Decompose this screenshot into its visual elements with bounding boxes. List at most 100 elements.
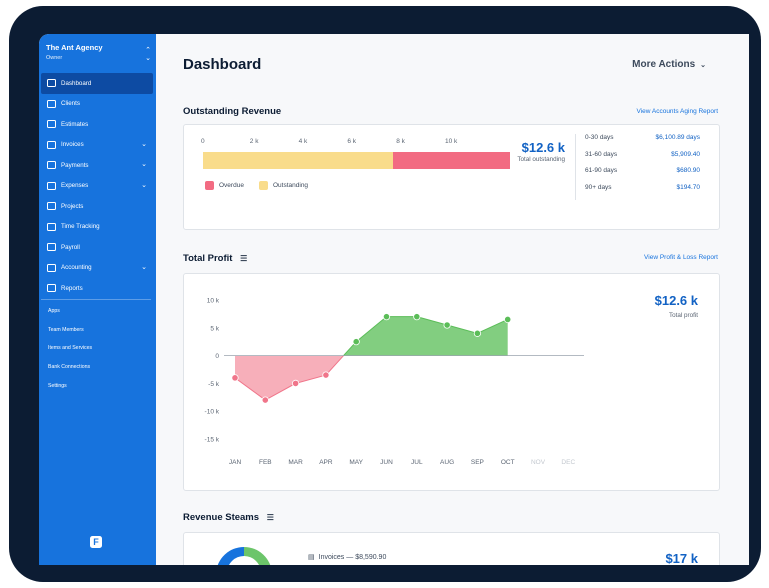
y-tick-label: 0	[215, 353, 219, 360]
donut-hole	[229, 556, 259, 565]
overdue-swatch	[205, 181, 214, 190]
positive-profit-area	[343, 316, 508, 356]
sidebar-item-time-tracking[interactable]: Time Tracking	[41, 217, 153, 238]
aging-value: $5,909.40	[671, 150, 700, 158]
reports-icon	[47, 284, 56, 293]
outstanding-bar[interactable]	[203, 152, 394, 169]
chevron-down-icon: ⌄	[700, 62, 706, 69]
sidebar-item-reports[interactable]: Reports	[41, 278, 153, 299]
sidebar-item-label: Dashboard	[61, 79, 92, 87]
revenue-steams-card: ▤ Invoices — $8,590.90 $17 k	[183, 532, 720, 565]
company-switcher[interactable]: The Ant Agency Owner ⌃ ⌄	[46, 43, 151, 62]
x-tick-label: AUG	[440, 459, 454, 466]
chevron-down-icon: ⌄	[141, 181, 147, 189]
app-screen: The Ant Agency Owner ⌃ ⌄ Dashboard Clients…	[39, 34, 749, 565]
switch-chevrons-icon: ⌃ ⌄	[145, 47, 151, 62]
sidebar-item-label: Time Tracking	[61, 223, 100, 231]
y-tick-label: -15 k	[205, 437, 220, 444]
data-point-jan	[231, 374, 239, 382]
steams-title-text: Revenue Steams	[183, 512, 260, 523]
sidebar-item-payroll[interactable]: Payroll	[41, 237, 153, 258]
data-point-jun	[382, 313, 391, 321]
sidebar-link-team-members[interactable]: Team Members	[48, 326, 84, 333]
total-outstanding-label: Total outstanding	[517, 156, 565, 163]
sidebar-item-estimates[interactable]: Estimates	[41, 114, 153, 135]
aging-report-link[interactable]: View Accounts Aging Report	[636, 108, 718, 115]
sidebar: The Ant Agency Owner ⌃ ⌄ Dashboard Clients…	[39, 34, 156, 565]
sidebar-link-apps[interactable]: Apps	[48, 308, 60, 315]
clients-icon	[47, 99, 56, 108]
company-name: The Ant Agency	[46, 43, 103, 52]
y-tick-label: 5 k	[210, 325, 219, 332]
sidebar-item-label: Accounting	[61, 264, 92, 272]
profit-loss-report-link[interactable]: View Profit & Loss Report	[644, 254, 718, 261]
invoices-icon	[47, 140, 56, 149]
legend-overdue: Overdue	[205, 181, 244, 190]
user-role: Owner	[46, 55, 63, 61]
sidebar-link-items-and-services[interactable]: Items and Services	[48, 345, 93, 352]
sidebar-item-clients[interactable]: Clients	[41, 94, 153, 115]
sidebar-item-accounting[interactable]: Accounting ⌄	[41, 258, 153, 279]
payments-icon	[47, 161, 56, 170]
revenue-axis-tick: 0	[201, 138, 205, 145]
data-point-apr	[322, 371, 330, 379]
x-tick-label: OCT	[501, 459, 515, 466]
x-tick-label: MAY	[349, 459, 363, 466]
x-tick-label: MAR	[288, 459, 303, 466]
sidebar-item-label: Expenses	[61, 182, 89, 190]
data-point-mar	[292, 379, 300, 388]
more-actions-label: More Actions	[632, 59, 696, 70]
data-point-jul	[413, 313, 421, 321]
accounting-icon	[47, 263, 56, 272]
sidebar-link-settings[interactable]: Settings	[48, 382, 67, 389]
sidebar-link-bank-connections[interactable]: Bank Connections	[48, 364, 91, 371]
sidebar-item-payments[interactable]: Payments ⌄	[41, 155, 153, 176]
data-point-aug	[443, 321, 451, 329]
expenses-icon	[47, 181, 56, 190]
aging-value: $680.90	[676, 167, 701, 174]
sidebar-item-projects[interactable]: Projects	[41, 196, 153, 217]
sidebar-item-label: Payroll	[61, 243, 80, 251]
payroll-icon	[47, 243, 56, 252]
sidebar-item-expenses[interactable]: Expenses ⌄	[41, 176, 153, 197]
filter-sliders-icon[interactable]: ☰	[240, 254, 248, 263]
main-content: Dashboard More Actions ⌄ Outstanding Reve…	[156, 34, 749, 565]
invoices-stream-label: Invoices — $8,590.90	[318, 554, 387, 561]
total-outstanding-value: $12.6 k	[521, 140, 565, 155]
x-tick-label: DEC	[561, 459, 575, 466]
time-tracking-icon	[47, 222, 56, 231]
overdue-bar[interactable]	[393, 152, 511, 169]
sidebar-nav: Dashboard Clients Estimates Invoices ⌄ Paymen…	[41, 73, 153, 299]
more-actions-button[interactable]: More Actions ⌄	[632, 59, 706, 70]
sidebar-item-label: Clients	[61, 100, 80, 108]
x-tick-label: FEB	[259, 459, 272, 466]
aging-value: $6,100.89 days	[655, 134, 700, 141]
steams-title: Revenue Steams ☰	[183, 512, 274, 523]
total-profit-label: Total profit	[668, 312, 698, 319]
x-tick-label: NOV	[531, 459, 546, 466]
chevron-down-icon: ⌄	[141, 140, 147, 148]
data-point-feb	[261, 396, 269, 404]
data-point-sep	[473, 329, 481, 337]
aging-days: 31-60 days	[585, 150, 618, 158]
sidebar-item-invoices[interactable]: Invoices ⌄	[41, 135, 153, 156]
aging-value: $194.70	[676, 183, 701, 191]
projects-icon	[47, 202, 56, 211]
invoices-stream: ▤ Invoices — $8,590.90	[308, 553, 386, 561]
y-tick-label: 10 k	[207, 298, 220, 305]
x-tick-label: SEP	[471, 459, 484, 466]
data-point-oct	[504, 315, 512, 324]
chevron-down-icon: ⌄	[141, 161, 147, 168]
x-tick-label: JUL	[411, 459, 423, 466]
profit-card: 10 k 5 k 0 -5 k -10 k -15 k JAN FEB MAR APR MAY JUN…	[183, 273, 720, 491]
outstanding-title: Outstanding Revenue	[183, 106, 282, 117]
revenue-donut	[217, 546, 271, 565]
outstanding-swatch	[259, 181, 268, 190]
filter-sliders-icon[interactable]: ☰	[266, 513, 274, 522]
revenue-steams-total: $17 k	[665, 551, 698, 565]
sidebar-item-dashboard[interactable]: Dashboard	[41, 73, 153, 94]
x-tick-label: JUN	[380, 459, 393, 466]
outstanding-card: 0 2 k 4 k 6 k 8 k 10 k Overdue Outstanding $1…	[183, 124, 720, 230]
profit-chart: 10 k 5 k 0 -5 k -10 k -15 k JAN FEB MAR APR MAY JUN…	[205, 298, 584, 466]
sidebar-secondary: Apps Team Members Items and Services Bank C…	[48, 302, 92, 395]
